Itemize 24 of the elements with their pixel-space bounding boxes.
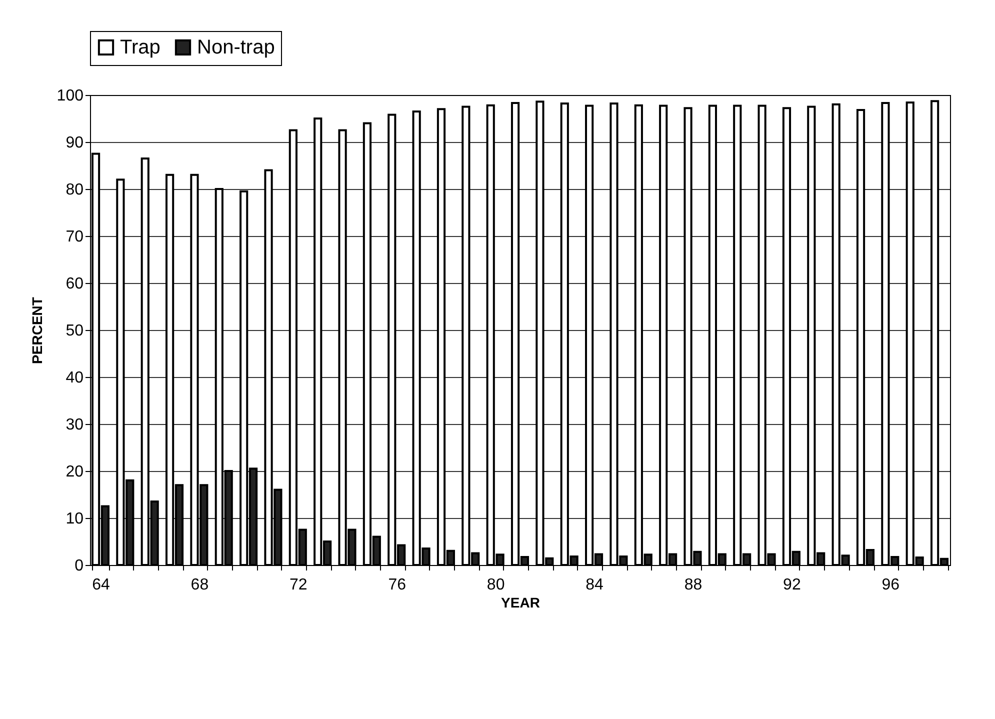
y-tick-label: 60 [66, 276, 84, 292]
x-tick-label: 72 [290, 576, 308, 594]
x-axis-title: YEAR [501, 594, 540, 610]
legend-label: Non-trap [197, 36, 275, 58]
y-tick-label: 10 [66, 510, 84, 528]
x-tick-label: 92 [783, 576, 801, 594]
y-tick-label: 50 [66, 322, 84, 340]
x-tick-label: 68 [190, 576, 209, 594]
x-tick-label: 76 [388, 576, 406, 594]
y-tick-label: 80 [66, 182, 84, 198]
x-tick-label: 64 [92, 576, 110, 594]
y-tick-label: 70 [66, 228, 84, 246]
y-tick-label: 0 [74, 558, 84, 574]
legend-label: Trap [120, 36, 160, 58]
x-tick-label: 84 [586, 576, 604, 594]
x-tick-label: 88 [684, 576, 702, 594]
y-tick-label: 90 [66, 134, 84, 152]
y-tick-label: 100 [56, 88, 84, 104]
x-tick-label: 80 [486, 576, 505, 594]
y-tick-label: 20 [66, 464, 84, 480]
y-tick-label: 30 [66, 416, 84, 434]
x-tick-label: 96 [882, 576, 900, 594]
y-axis-title: PERCENT [28, 296, 45, 364]
y-tick-label: 40 [66, 370, 84, 386]
